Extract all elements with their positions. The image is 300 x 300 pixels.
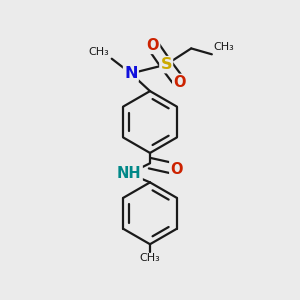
Text: S: S (160, 57, 172, 72)
Text: NH: NH (117, 166, 142, 181)
Text: O: O (173, 75, 186, 90)
Text: CH₃: CH₃ (213, 42, 234, 52)
Text: N: N (124, 66, 138, 81)
Text: CH₃: CH₃ (88, 47, 110, 57)
Text: CH₃: CH₃ (140, 253, 160, 263)
Text: O: O (147, 38, 159, 53)
Text: O: O (170, 162, 183, 177)
